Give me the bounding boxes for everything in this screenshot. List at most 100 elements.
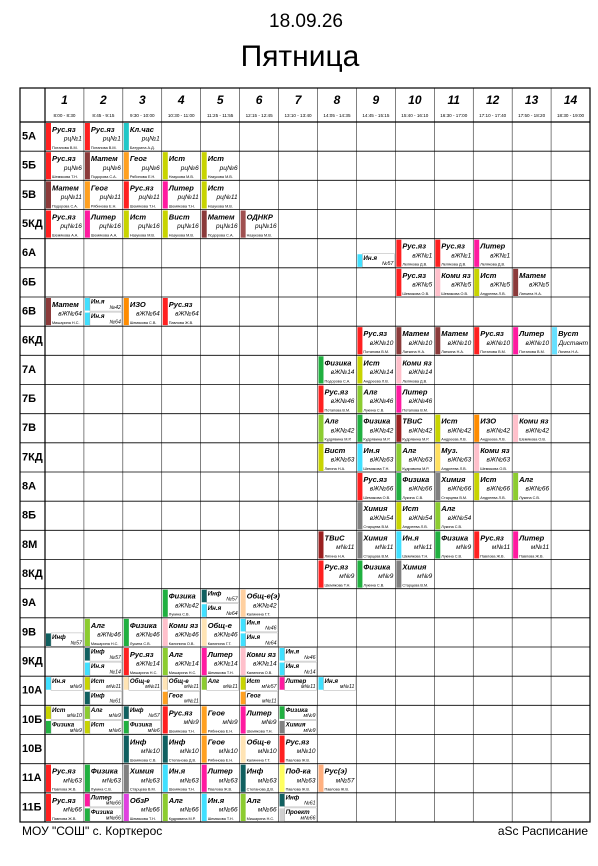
lesson-teacher: Калинина Г.Т.: [208, 642, 232, 646]
lesson-subject: Ист: [480, 475, 497, 484]
lesson-teacher: Старцева В.М.: [130, 788, 156, 792]
period-time: 12:15 - 12:45: [246, 113, 274, 118]
lesson-stripe: [84, 662, 90, 676]
lesson-room: рц№11: [216, 194, 239, 201]
lesson-box: [323, 676, 356, 691]
lesson-subject: Химия: [440, 475, 466, 484]
lesson-subject: Инф: [208, 590, 222, 597]
lesson-room: м№63: [141, 777, 160, 784]
footer-right: aSc Расписание: [498, 824, 588, 838]
lesson-room: Дистант: [558, 340, 589, 347]
lesson-stripe: [474, 473, 480, 501]
lesson-room: вЖ№54: [448, 515, 472, 522]
lesson-teacher: Степанова Д.В.: [169, 759, 196, 763]
lesson-teacher: Назукова М.В.: [208, 204, 233, 208]
lesson-stripe: [318, 764, 324, 792]
lesson-stripe: [201, 589, 207, 603]
lesson-teacher: Потапова В.М.: [52, 146, 78, 150]
lesson-box: [89, 676, 123, 691]
lesson-room: №42: [109, 305, 121, 311]
lesson-subject: Геог: [91, 183, 108, 192]
lesson-teacher: Назукова М.В.: [247, 234, 272, 238]
lesson-stripe: [474, 239, 480, 267]
lesson-room: вЖ№10: [487, 340, 511, 347]
lesson-teacher: Лягина Н.А.: [325, 467, 346, 471]
period-number: 6: [256, 93, 263, 107]
lesson-subject: Алг: [324, 417, 339, 426]
lesson-stripe: [84, 618, 90, 646]
lesson-room: вЖ№42: [175, 602, 199, 609]
lesson-room: рц№16: [254, 223, 277, 230]
lesson-subject: Физика: [363, 562, 390, 571]
lesson-stripe: [123, 181, 129, 209]
lesson-room: вЖ№63: [370, 457, 394, 464]
lesson-subject: Коми яз: [519, 417, 549, 426]
class-name: 9В: [22, 626, 36, 638]
lesson-room: м№11: [184, 699, 199, 705]
lesson-teacher: Лукина С.В.: [441, 525, 462, 529]
lesson-room: м№66: [63, 807, 82, 814]
lesson-stripe: [201, 181, 207, 209]
lesson-stripe: [162, 793, 168, 821]
lesson-stripe: [435, 414, 441, 442]
lesson-stripe: [46, 706, 51, 719]
lesson-teacher: Рябинова Е.Н.: [208, 759, 234, 763]
period-time: 8:45 - 9:15: [92, 113, 114, 118]
lesson-subject: Ин.я: [247, 634, 261, 641]
lesson-stripe: [279, 648, 285, 661]
lesson-subject: Инф: [169, 737, 186, 746]
period-time: 9:30 - 10:00: [130, 113, 155, 118]
lesson-room: вЖ№42: [331, 427, 355, 434]
lesson-room: вЖ№5: [529, 282, 549, 289]
lesson-room: вЖ№14: [214, 661, 238, 668]
lesson-teacher: Лукина С.В.: [169, 613, 190, 617]
lesson-stripe: [357, 356, 363, 384]
lesson-room: №57: [382, 261, 395, 267]
lesson-subject: Инф: [91, 649, 105, 656]
lesson-subject: Инф: [247, 767, 264, 776]
lesson-subject: Ист: [130, 212, 147, 221]
lesson-box: [89, 720, 123, 735]
lesson-subject: Физика: [91, 767, 118, 776]
lesson-teacher: Калинина О.В.: [169, 642, 195, 646]
lesson-stripe: [513, 414, 519, 442]
lesson-stripe: [123, 298, 129, 326]
lesson-stripe: [123, 793, 129, 821]
lesson-teacher: Кудрявина М.Р.: [363, 438, 390, 442]
lesson-teacher: Андреева Л.В.: [441, 467, 466, 471]
class-name: 7Б: [22, 393, 36, 405]
lesson-teacher: Шемякова О.В.: [363, 496, 390, 500]
lesson-stripe: [318, 443, 324, 471]
lesson-box: [284, 676, 317, 691]
lesson-room: вЖ№42: [487, 427, 511, 434]
lesson-room: №64: [226, 611, 238, 617]
lesson-teacher: Рябинова Е.Н.: [91, 204, 117, 208]
lesson-stripe: [396, 560, 402, 588]
lesson-stripe: [279, 706, 285, 719]
lesson-box: [89, 661, 123, 676]
period-time: 13:10 - 13:40: [284, 113, 312, 118]
lesson-stripe: [240, 618, 246, 632]
lesson-room: №57: [226, 597, 239, 603]
lesson-room: м№9: [417, 573, 432, 580]
lesson-stripe: [474, 414, 480, 442]
lesson-room: м№9: [378, 573, 393, 580]
lesson-subject: Коми яз: [169, 621, 199, 630]
lesson-room: рц№16: [137, 223, 160, 230]
class-name: 5Б: [22, 160, 36, 172]
lesson-stripe: [435, 443, 441, 471]
lesson-stripe: [84, 648, 90, 661]
lesson-subject: Алг: [168, 650, 183, 659]
period-time: 8:00 - 8:30: [53, 113, 75, 118]
lesson-teacher: Шемякова Т.Н.: [247, 729, 273, 733]
lesson-subject: Физика: [91, 809, 114, 816]
lesson-stripe: [240, 735, 246, 763]
lesson-room: вЖ№10: [448, 340, 472, 347]
lesson-room: м№63: [258, 777, 277, 784]
lesson-room: вЖ№5: [451, 282, 471, 289]
lesson-room: вЖ№46: [370, 398, 394, 405]
lesson-room: м№9: [70, 728, 82, 734]
lesson-room: м№11: [223, 684, 238, 690]
class-name: 7А: [22, 364, 36, 376]
lesson-subject: Рус.яз: [52, 125, 76, 134]
